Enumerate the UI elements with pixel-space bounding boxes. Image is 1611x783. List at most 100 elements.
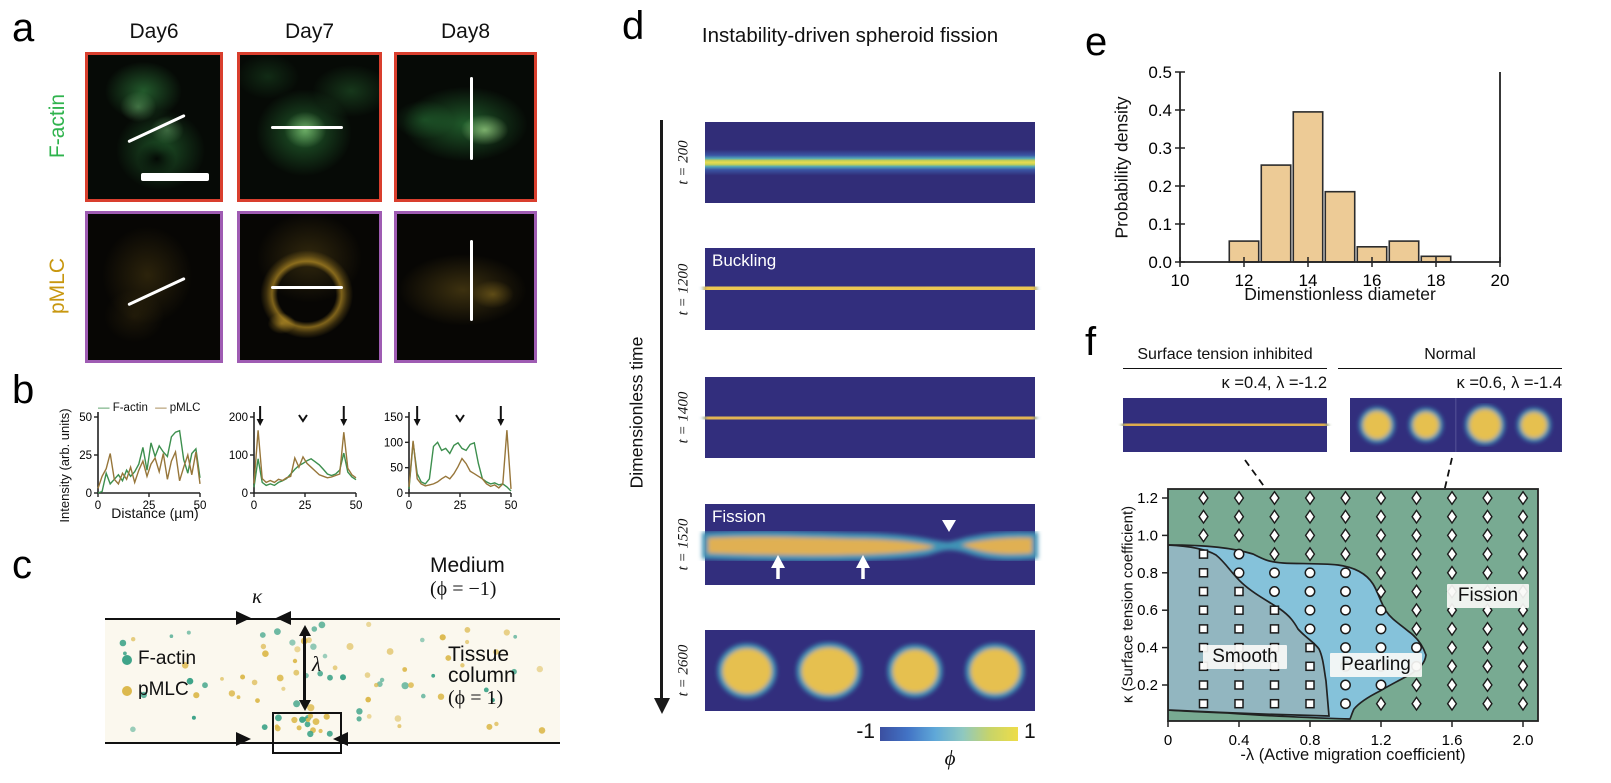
f-left-header: Surface tension inhibited [1123,346,1327,369]
svg-text:0.5: 0.5 [1148,63,1172,82]
svg-text:0.8: 0.8 [1137,565,1158,582]
f-right-simulation-image [1350,398,1562,452]
snapshot-t1400 [704,377,1036,458]
svg-text:25: 25 [79,450,92,462]
svg-text:16: 16 [1363,271,1382,290]
fission-arrowhead-icon [942,520,956,532]
f-y-axis-label: κ (Surface tension coefficient) [1119,505,1137,704]
svg-text:100: 100 [229,450,248,462]
panel-d-label: d [622,4,645,48]
micrograph-pmlc-day8 [394,211,537,363]
lambda-arrow-shaft [303,630,306,706]
lambda-arrow-down-icon [298,700,311,711]
column-header-day7: Day7 [284,20,335,43]
snapshot-t1200: Buckling [703,248,1037,330]
time-axis-arrow-icon [653,698,670,714]
bottom-arrow-right-icon [236,732,251,746]
colorbar-symbol: ϕ [944,746,956,770]
measure-line [127,276,186,307]
svg-text:14: 14 [1299,271,1318,290]
svg-text:0.0: 0.0 [1148,253,1172,272]
legend-dash-factin: — [98,402,110,414]
inset-rectangle [272,712,342,754]
b-x-axis-label: Distance (µm) [111,505,199,521]
kappa-arrow-right-icon [236,611,251,625]
svg-text:1.6: 1.6 [1442,732,1463,749]
micrograph-factin-day6 [85,52,223,202]
panel-f-label: f [1085,320,1097,364]
svg-text:1.2: 1.2 [1371,732,1392,749]
svg-text:0: 0 [406,500,412,512]
row-label-pmlc: pMLC [46,257,69,315]
d-title: Instability-driven spheroid fission [701,24,999,47]
t-label-2600: t = 2600 [675,644,692,697]
micrograph-factin-day7 [237,52,382,202]
svg-text:0.2: 0.2 [1137,677,1158,694]
b-line-chart-day6: 0 25 50 0 25 50 [79,412,207,512]
svg-text:1.0: 1.0 [1137,527,1158,544]
svg-text:200: 200 [229,412,248,424]
medium-phi-label: (ϕ = −1) [430,578,497,600]
svg-text:0.8: 0.8 [1300,732,1321,749]
f-right-params: κ =0.6, λ =-1.4 [1456,374,1562,392]
svg-text:50: 50 [505,500,518,512]
c-legend-pmlc: pMLC [138,679,189,700]
snapshot-t200 [705,122,1035,203]
colorbar-max: 1 [1024,720,1036,743]
buckling-label: Buckling [712,251,777,270]
row-label-f-actin: F-actin [46,93,69,159]
tissue-label-1: Tissue [448,643,510,666]
t-label-1400: t = 1400 [675,391,692,444]
kappa-symbol: κ [252,584,263,608]
fission-label: Fission [712,507,766,526]
colorbar-min: -1 [856,720,875,743]
micrograph-pmlc-day7 [237,211,382,363]
up-arrow-icon [771,555,785,568]
svg-text:0: 0 [86,488,92,500]
e-y-axis-label: Probability density [1111,96,1132,239]
tissue-column-schematic [105,618,560,744]
legend-factin-label: F-actin [112,402,148,414]
svg-text:10: 10 [1171,271,1190,290]
d-axis-label: Dimensionless time [626,336,647,489]
lambda-symbol: λ [312,652,322,676]
f-phase-diagram: 0.2 0.4 0.6 0.8 1.0 1.2 0 0.4 0.8 1.2 1.6 2.0 [1137,488,1539,749]
b-line-chart-day8: 0 50 100 150 0 25 50 [384,406,518,512]
tissue-phi-label: (ϕ = 1) [448,687,504,709]
e-x-axis-label: Dimenstionless diameter [1244,284,1436,304]
panel-e-label: e [1085,20,1108,64]
svg-text:25: 25 [299,500,312,512]
time-axis-line [660,120,663,700]
snapshot-t2600 [705,630,1035,711]
tissue-label-2: column [448,664,516,687]
kappa-arrow-left-icon [276,611,291,625]
smooth-region-label: Smooth [1203,645,1287,669]
measure-line [469,240,473,321]
t-label-1520: t = 1520 [675,518,692,571]
svg-text:18: 18 [1427,271,1446,290]
svg-text:50: 50 [194,500,207,512]
f-left-simulation-image [1122,398,1328,452]
svg-text:0: 0 [95,500,101,512]
panel-b-label: b [12,368,35,412]
pearling-region-label: Pearling [1330,653,1422,677]
svg-text:100: 100 [384,437,403,449]
c-legend-factin: F-actin [138,648,197,669]
micrograph-pmlc-day6 [85,211,223,363]
b-line-chart-day7: 0 100 200 0 25 50 [229,406,363,512]
svg-text:50: 50 [350,500,363,512]
colorbar [880,727,1018,741]
factin-dot-icon [122,655,132,665]
fission-region-label: Fission [1447,584,1529,608]
lambda-arrow-up-icon [298,625,311,636]
micrograph-factin-day8 [394,52,537,202]
scale-bar [140,173,210,182]
t-label-1200: t = 1200 [675,263,692,316]
e-histogram: 0.0 0.1 0.2 0.3 0.4 0.5 10 12 14 16 18 20 [1148,63,1509,290]
up-arrow-icon [856,555,870,568]
svg-text:0.2: 0.2 [1148,177,1172,196]
svg-text:2.0: 2.0 [1513,732,1534,749]
svg-text:0: 0 [251,500,257,512]
legend-dash-pmlc: — [155,402,167,414]
